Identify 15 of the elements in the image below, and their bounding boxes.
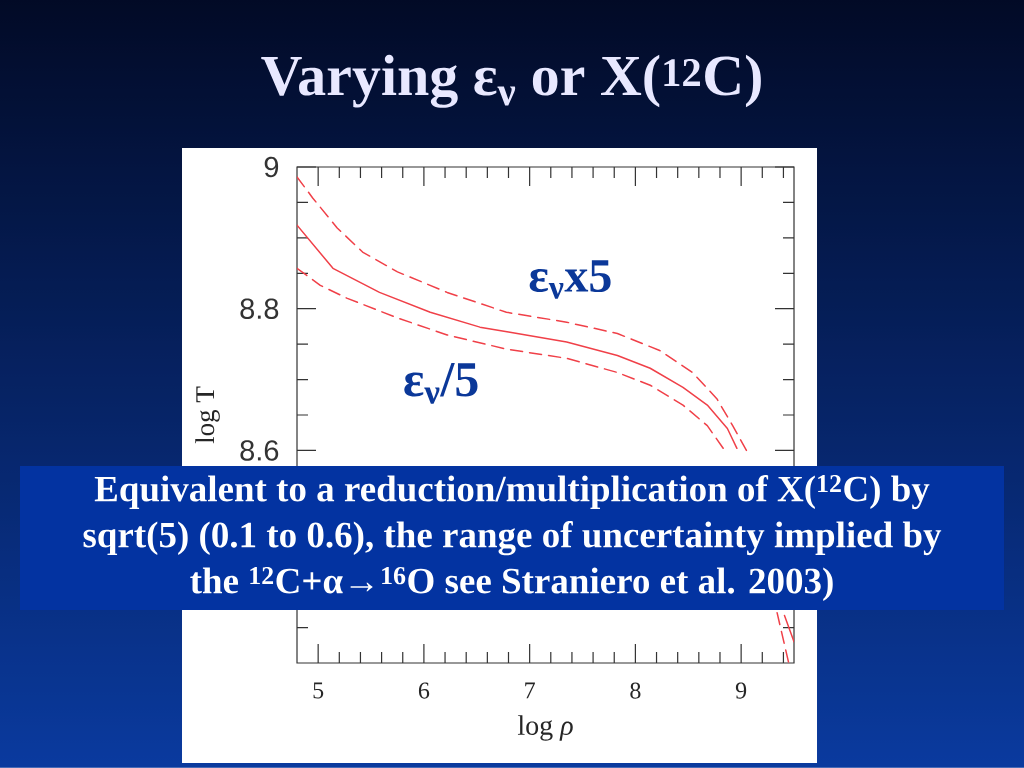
x-tick-label: 5	[313, 682, 324, 699]
x-tick-label: 6	[418, 682, 430, 699]
x-tick-label: 8	[630, 682, 641, 699]
x-tick-label: 9	[735, 682, 747, 699]
y-tick-label: 8.6	[240, 440, 279, 461]
series-label: ε$_{ν}$x5	[529, 260, 611, 299]
y-tick-label: 9	[264, 156, 279, 178]
x-tick-label: 7	[525, 682, 535, 699]
series-label: ε$_{ν}$/5	[404, 363, 478, 404]
y-tick-label: 8.8	[240, 298, 279, 319]
x-axis-title: log ρ	[517, 715, 573, 741]
text: Equivalent to a reduction/multiplication of X($^{12}$C) by sqrt(5) (0.1 to 0.6), the range of uncertainty implied by the $^{12}$C+α→$^{16}$O see Straniero et al. 2003)	[83, 474, 942, 602]
chart-title: Varying ε$_{ν}$ or X($^{12}$C)	[261, 54, 761, 108]
y-axis-title: log T	[195, 386, 220, 444]
line-series	[297, 176, 748, 452]
